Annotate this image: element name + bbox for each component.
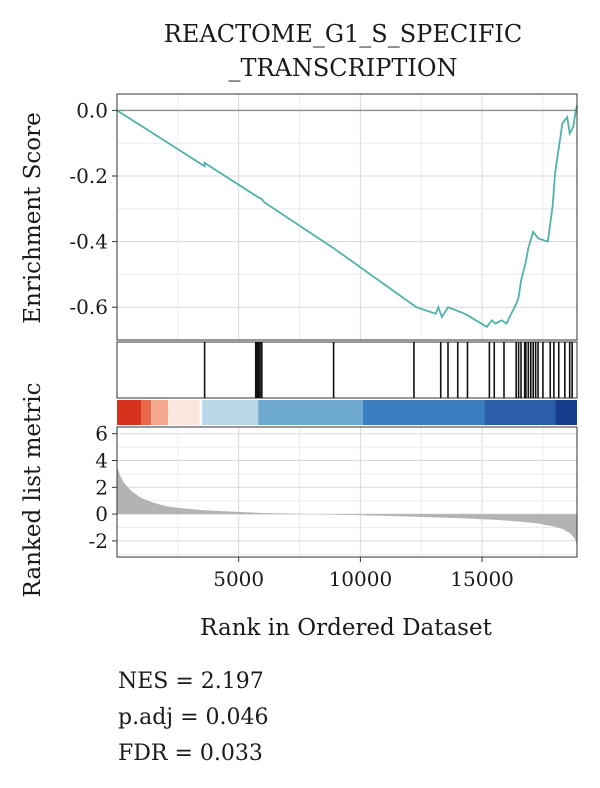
- x-tick-label: 5000: [213, 567, 264, 591]
- hit-marks-panel: [116, 341, 578, 399]
- fdr-value: FDR = 0.033: [118, 741, 263, 766]
- color-bar-segment: [484, 400, 556, 425]
- color-bar-segment: [141, 400, 152, 425]
- es-panel-background: [117, 94, 577, 340]
- x-axis: 5000 10000 15000: [213, 557, 514, 591]
- ranked-y-tick-label: -2: [89, 529, 108, 553]
- padj-value: p.adj = 0.046: [118, 705, 269, 730]
- chart-title-line-1: REACTOME_G1_S_SPECIFIC: [164, 20, 522, 48]
- color-bar-segment: [362, 400, 485, 425]
- ranked-axis-label: Ranked list metric: [20, 383, 46, 598]
- chart-title-line-2: _TRANSCRIPTION: [228, 54, 457, 82]
- color-bar-segment: [168, 400, 200, 425]
- ranked-y-tick-label: 6: [95, 422, 108, 446]
- es-axis-label: Enrichment Score: [20, 112, 46, 324]
- ranked-metric-panel: 6 42 0 -2: [89, 422, 578, 558]
- color-bar-segment: [151, 400, 169, 425]
- x-axis-label: Rank in Ordered Dataset: [200, 615, 492, 641]
- color-bar-segment: [202, 400, 259, 425]
- ranked-grid: [117, 427, 577, 557]
- x-tick-label: 15000: [450, 567, 514, 591]
- hits-frame: [116, 341, 578, 399]
- ranked-panel-background: [117, 427, 577, 557]
- rank-color-bar: [117, 400, 577, 425]
- color-bar-segment: [117, 400, 142, 425]
- enrichment-score-panel: 0.0 -0.2 -0.4 -0.6: [69, 93, 578, 341]
- ranked-y-tick-label: 4: [95, 449, 108, 473]
- es-panel-frame: [116, 93, 578, 341]
- x-tick-label: 10000: [329, 567, 393, 591]
- color-bar-segment: [199, 400, 203, 425]
- ranked-y-tick-label: 2: [95, 475, 108, 499]
- es-y-tick-label: -0.6: [69, 295, 108, 319]
- es-y-tick-label: -0.2: [69, 164, 108, 188]
- stats-block: NES = 2.197 p.adj = 0.046 FDR = 0.033: [118, 664, 269, 772]
- es-y-tick-label: 0.0: [76, 98, 108, 122]
- nes-value: NES = 2.197: [118, 669, 264, 694]
- gsea-plot: REACTOME_G1_S_SPECIFIC _TRANSCRIPTION 0.…: [20, 20, 578, 641]
- color-bar-segment: [555, 400, 577, 425]
- color-bar-segment: [258, 400, 363, 425]
- ranked-y-tick-label: 0: [95, 502, 108, 526]
- ranked-panel-frame: [116, 426, 578, 558]
- es-y-tick-label: -0.4: [69, 230, 108, 254]
- es-line: [116, 105, 578, 329]
